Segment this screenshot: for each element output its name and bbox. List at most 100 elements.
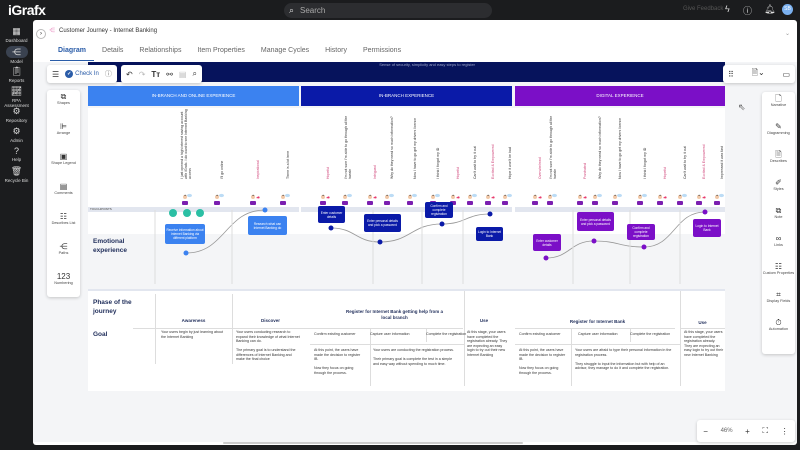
touchpoint[interactable]: Frustrated (575, 108, 589, 205)
give-feedback-link[interactable]: Give Feedback (683, 6, 724, 12)
emotion-point[interactable] (641, 244, 647, 250)
tab-diagram[interactable]: Diagram (50, 45, 95, 61)
touchpoint[interactable]: Hope it won't be bad (500, 108, 514, 205)
panel-styles[interactable]: ✐ Styles (762, 179, 795, 191)
find-icon[interactable]: ⌕ (192, 69, 197, 78)
emotion-step-box[interactable]: Receive information about Internet Banki… (165, 224, 205, 244)
touchpoint[interactable]: Intrigued (365, 108, 379, 205)
help-icon[interactable]: ⓘ (743, 6, 753, 16)
more-icon[interactable]: ⋮ (780, 426, 789, 436)
panel-describes[interactable]: 🗎︎ Describes (762, 151, 795, 163)
nav-item-recycle-bin[interactable]: 🗑︎ Recycle Bin (0, 166, 33, 183)
emotion-step-box[interactable]: Login to Internet Bank (693, 219, 721, 237)
touchpoint[interactable]: I think I forgot my ID (635, 108, 649, 205)
fit-screen-icon[interactable]: ⛶ (762, 426, 769, 435)
panel-narrative[interactable]: 🗋︎ Narrative (762, 95, 795, 107)
touchpoint[interactable]: Now I have to go get my drivers licence (610, 108, 624, 205)
nav-item-reports[interactable]: 📋︎ Reports (0, 66, 33, 83)
tab-permissions[interactable]: Permissions (362, 47, 402, 54)
nav-item-rpa-assessment[interactable]: 📈︎ RPA Assessment (0, 86, 33, 108)
nav-item-help[interactable]: ? Help (0, 146, 33, 162)
panel-links[interactable]: ∞ Links (762, 235, 795, 247)
tab-details[interactable]: Details (102, 47, 124, 54)
comment-icon[interactable]: ▭ (782, 69, 790, 79)
lightning-icon[interactable]: ϟ (725, 4, 730, 14)
emotion-point[interactable] (487, 211, 493, 217)
tab-manage-cycles[interactable]: Manage Cycles (260, 47, 310, 54)
emotion-step-box[interactable]: Confirm and complete registration (627, 224, 655, 240)
emotion-step-box[interactable]: Enter customer details (533, 234, 561, 251)
panel-note[interactable]: ⧉ Note (762, 207, 795, 219)
text-icon[interactable]: Tт (151, 69, 161, 79)
touchpoint[interactable]: Excited & Empowered (694, 108, 708, 205)
info-icon[interactable]: ⓘ (104, 71, 112, 78)
expand-chevron-icon[interactable]: › (36, 29, 46, 39)
emotion-step-box[interactable]: Enter customer details (318, 206, 345, 223)
nav-item-model[interactable]: ⋲ Model (0, 46, 33, 64)
tool-shapes[interactable]: ⧉ Shapes (47, 93, 80, 105)
touchpoint[interactable]: I just opened a high interest saving acc… (180, 108, 194, 205)
tool-paths[interactable]: ⋲ Paths (47, 243, 80, 255)
emotion-point[interactable] (262, 207, 268, 213)
emotion-point[interactable] (591, 238, 597, 244)
touchpoint[interactable]: Inspirational (248, 108, 262, 205)
emotion-point[interactable] (543, 255, 549, 261)
touchpoint[interactable]: Impressed it was fast (712, 108, 726, 205)
tab-relationships[interactable]: Relationships (139, 47, 182, 54)
emotion-point[interactable] (328, 225, 334, 231)
touchpoint[interactable]: Why do they need so much information? (590, 108, 604, 205)
menu-icon[interactable]: ☰ (52, 69, 60, 79)
export-icon[interactable]: 🗎︎⌄ (751, 68, 765, 77)
nav-item-repository[interactable]: ⚙ Repository (0, 106, 33, 123)
zoom-in-button[interactable]: + (745, 426, 750, 436)
emotion-step-box[interactable]: Research what can Internet Banking do (248, 216, 287, 235)
emotion-step-box[interactable]: Confirm and complete registration (425, 202, 453, 218)
touchpoint[interactable]: There is a lot here (278, 108, 292, 205)
format-painter-icon[interactable]: ▤ (178, 69, 187, 79)
emotion-step-box[interactable]: Login to Internet Bank (476, 227, 503, 241)
touchpoint[interactable]: Now I have to go get my drivers licence (405, 108, 419, 205)
emotion-point[interactable] (439, 221, 445, 227)
bell-icon[interactable]: 🔔︎ (764, 4, 776, 14)
zoom-out-button[interactable]: − (703, 426, 708, 436)
tab-history[interactable]: History (325, 47, 347, 54)
touchpoint[interactable]: Hopeful (318, 108, 332, 205)
touchpoint[interactable]: I'll go online (212, 108, 226, 205)
emotion-point[interactable] (183, 250, 189, 256)
tool-shape-legend[interactable]: ▣ Shape Legend (47, 153, 80, 165)
touchpoint[interactable]: Overwhelmed (530, 108, 544, 205)
nav-item-dashboard[interactable]: ▦ Dashboard (0, 26, 33, 43)
emotion-point[interactable] (702, 209, 708, 215)
panel-automation[interactable]: ⏱︎ Automation (762, 319, 795, 331)
chevron-down-icon[interactable]: ⌄ (785, 31, 791, 37)
diagram-canvas[interactable]: Sense of security, simplicity and easy s… (33, 62, 797, 442)
search-input[interactable]: ⌕ Search (284, 3, 492, 18)
check-in-button[interactable]: ✓ Check In (65, 70, 99, 78)
tool-describes-list[interactable]: ☷ Describes List (47, 213, 80, 225)
touchpoint[interactable]: Can't wait to try it out (465, 108, 479, 205)
grid-icon[interactable]: ⠿ (728, 69, 734, 79)
emotion-step-box[interactable]: Enter personal details and pick a passwo… (577, 212, 614, 231)
touchpoint[interactable]: Excited & Empowered (483, 108, 497, 205)
touchpoint[interactable]: Hopeful (655, 108, 669, 205)
avatar[interactable]: SB (782, 4, 793, 15)
undo-icon[interactable]: ↶ (126, 69, 133, 79)
touchpoint[interactable]: I'm not sure I'm able to go through all … (340, 108, 354, 205)
panel-custom-properties[interactable]: ☷ Custom Properties (762, 263, 795, 275)
connector-icon[interactable]: ⚯ (166, 69, 173, 79)
touchpoint[interactable]: I'm not sure I'm able to go through all … (545, 108, 559, 205)
tool-numbering[interactable]: 123 Numbering (47, 273, 80, 285)
emotion-step-box[interactable]: Enter personal details and pick a passwo… (364, 214, 401, 232)
touchpoint[interactable]: Why do they need so much information? (382, 108, 396, 205)
touchpoint[interactable]: Can't wait to try it out (675, 108, 689, 205)
horizontal-scrollbar[interactable] (223, 442, 523, 444)
tab-item-properties[interactable]: Item Properties (197, 47, 245, 54)
nav-item-admin[interactable]: ⚙ Admin (0, 126, 33, 143)
tool-comments[interactable]: ▤ Comments (47, 183, 80, 195)
panel-display-fields[interactable]: ⌗ Display Fields (762, 291, 795, 303)
redo-icon[interactable]: ↷ (138, 69, 146, 79)
tool-arrange[interactable]: ⊫ Arrange (47, 123, 80, 135)
repository-icon: ⚙ (12, 106, 21, 116)
emotion-point[interactable] (377, 239, 383, 245)
panel-diagramming[interactable]: ✎ Diagramming (762, 123, 795, 135)
